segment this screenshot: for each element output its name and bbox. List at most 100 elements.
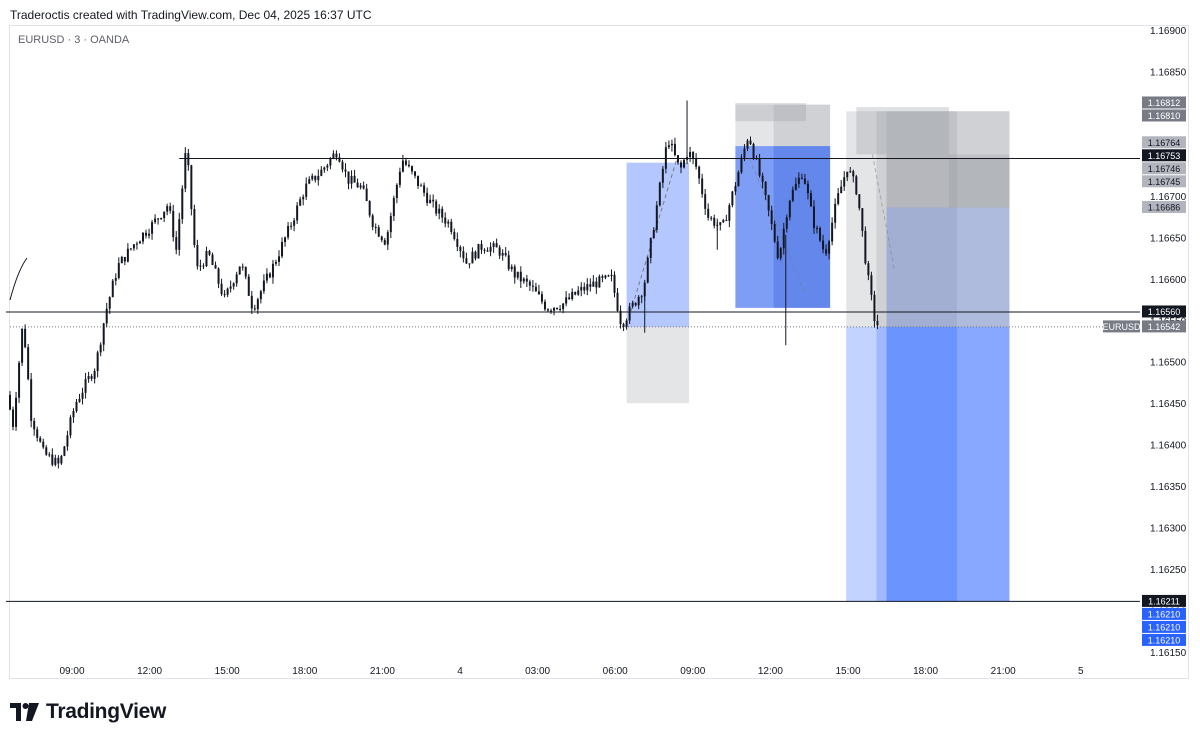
x-tick-label: 4 bbox=[457, 666, 463, 677]
candle-body bbox=[562, 303, 565, 310]
candle-body bbox=[256, 299, 259, 310]
stop-zone bbox=[886, 111, 958, 327]
candle-body bbox=[383, 240, 386, 245]
candle-body bbox=[837, 193, 840, 204]
price-tags-layer: 1.16812 1.16810 1.16764 1.16753 1.16746 1.167… bbox=[1102, 96, 1186, 646]
candle-body bbox=[601, 276, 604, 278]
candle-body bbox=[507, 255, 510, 270]
candle-body bbox=[743, 148, 746, 158]
candle-body bbox=[311, 175, 314, 180]
candle-body bbox=[220, 283, 223, 295]
candle-body bbox=[386, 232, 389, 245]
candle-body bbox=[486, 250, 489, 252]
candle-body bbox=[63, 446, 66, 456]
candle-body bbox=[800, 177, 803, 179]
chart-attribution: Traderoctis created with TradingView.com… bbox=[10, 8, 372, 22]
candle-body bbox=[607, 275, 610, 277]
symbol-label[interactable]: EURUSD · 3 · OANDA bbox=[18, 34, 130, 46]
candle-body bbox=[344, 169, 347, 172]
candle-body bbox=[401, 160, 404, 172]
candle-body bbox=[803, 178, 806, 184]
candle-body bbox=[27, 347, 30, 380]
candle-body bbox=[776, 241, 779, 259]
candle-body bbox=[166, 206, 169, 212]
candle-body bbox=[21, 328, 24, 363]
price-tag-label: 1.16560 bbox=[1148, 307, 1181, 317]
axes-layer: 1.169001.168501.168001.167501.167001.166… bbox=[59, 26, 1186, 677]
candle-body bbox=[646, 257, 649, 283]
candle-body bbox=[96, 352, 99, 372]
candle-body bbox=[667, 145, 670, 148]
candle-body bbox=[353, 175, 356, 183]
candle-body bbox=[809, 193, 812, 207]
price-tag bbox=[1142, 320, 1186, 333]
candle-body bbox=[855, 176, 858, 195]
candle-body bbox=[392, 198, 395, 217]
candle-body bbox=[574, 291, 577, 295]
candle-body bbox=[420, 185, 423, 187]
candle-body bbox=[652, 229, 655, 239]
candle-body bbox=[226, 288, 229, 295]
candle-body bbox=[138, 241, 141, 244]
x-tick-label: 09:00 bbox=[680, 666, 705, 677]
candle-body bbox=[649, 238, 652, 258]
candle-body bbox=[368, 201, 371, 216]
candle-body bbox=[407, 164, 410, 167]
price-tag-label: 1.16542 bbox=[1148, 322, 1181, 332]
candle-body bbox=[374, 226, 377, 228]
candle-body bbox=[758, 158, 761, 176]
candle-body bbox=[123, 256, 126, 262]
price-tag-label: 1.16746 bbox=[1148, 164, 1181, 174]
candle-body bbox=[15, 397, 18, 427]
candle-body bbox=[628, 306, 631, 321]
candle-body bbox=[377, 227, 380, 237]
x-tick-label: 06:00 bbox=[603, 666, 628, 677]
stop-zone bbox=[876, 111, 1010, 327]
candle-body bbox=[181, 188, 184, 220]
candle-body bbox=[90, 376, 93, 379]
candle-body bbox=[525, 278, 528, 282]
candle-body bbox=[247, 276, 250, 296]
x-tick-label: 21:00 bbox=[370, 666, 395, 677]
candle-body bbox=[812, 206, 815, 229]
candle-body bbox=[740, 157, 743, 173]
candle-body bbox=[241, 266, 244, 268]
candle-body bbox=[447, 221, 450, 224]
candle-body bbox=[341, 161, 344, 170]
candle-body bbox=[701, 178, 704, 195]
symbol-tag-label: EURUSD bbox=[1102, 322, 1141, 332]
price-tag bbox=[1142, 305, 1186, 318]
candle-body bbox=[281, 241, 284, 257]
y-tick-label: 1.16400 bbox=[1150, 441, 1187, 452]
candle-body bbox=[462, 251, 465, 259]
candle-body bbox=[323, 167, 326, 170]
x-tick-label: 15:00 bbox=[835, 666, 860, 677]
candle-body bbox=[719, 222, 722, 225]
candle-body bbox=[190, 165, 193, 210]
candle-body bbox=[371, 215, 374, 227]
candle-body bbox=[395, 184, 398, 199]
candle-body bbox=[163, 211, 166, 219]
candle-body bbox=[48, 454, 51, 456]
candle-body bbox=[253, 308, 256, 310]
price-tag bbox=[1142, 594, 1186, 607]
tradingview-logo[interactable]: TradingView bbox=[10, 700, 166, 724]
candle-body bbox=[287, 226, 290, 238]
y-tick-label: 1.16150 bbox=[1150, 648, 1187, 659]
candle-body bbox=[81, 392, 84, 399]
candle-body bbox=[492, 243, 495, 247]
candle-body bbox=[184, 153, 187, 189]
candle-body bbox=[707, 208, 710, 218]
y-tick-label: 1.16900 bbox=[1150, 26, 1187, 37]
candle-body bbox=[211, 254, 214, 266]
candle-body bbox=[522, 278, 525, 282]
candle-body bbox=[773, 224, 776, 242]
candle-body bbox=[471, 251, 474, 264]
candle-body bbox=[108, 297, 111, 309]
candle-body bbox=[737, 172, 740, 187]
stop-zone bbox=[773, 104, 831, 308]
tradingview-logo-icon bbox=[10, 703, 39, 721]
candle-body bbox=[565, 297, 568, 304]
candle-body bbox=[317, 175, 320, 181]
